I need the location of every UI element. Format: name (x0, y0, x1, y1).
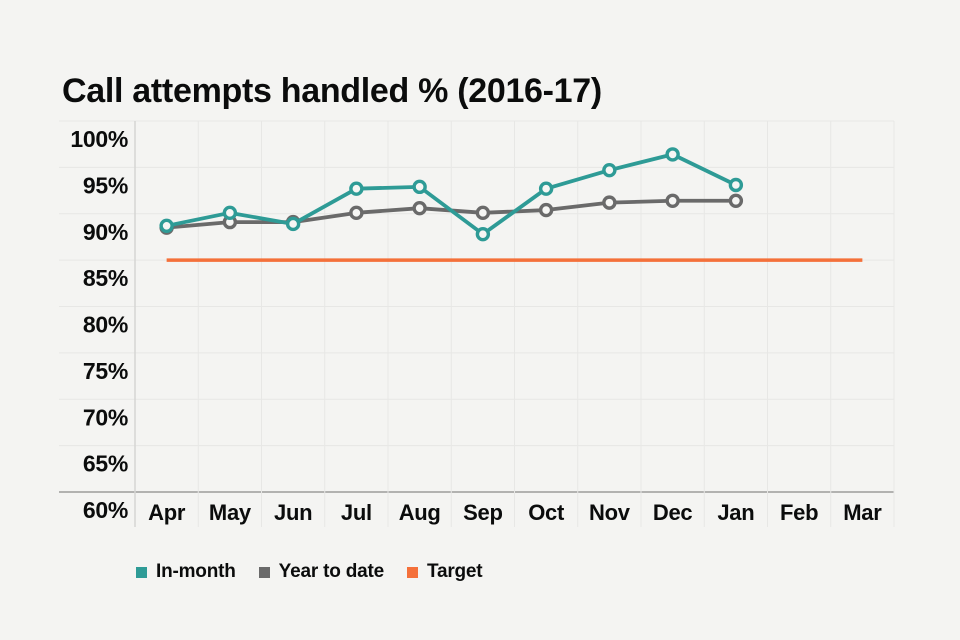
marker-in-month (159, 218, 174, 234)
x-tick-label: Aug (399, 500, 441, 525)
marker-year-to-date (602, 195, 617, 210)
x-tick-label: Feb (780, 500, 818, 525)
x-tick-label: Sep (463, 500, 502, 525)
x-tick-label: Jan (717, 500, 754, 525)
marker-year-to-date (728, 193, 744, 208)
legend-swatch-target (406, 566, 418, 578)
x-tick-label: Oct (528, 500, 565, 525)
legend-label-in-month: In-month (156, 561, 236, 582)
legend-swatch-year-to-date (258, 566, 270, 578)
y-tick-label: 70% (83, 404, 128, 430)
marker-in-month (538, 181, 554, 196)
marker-year-to-date (665, 193, 680, 208)
marker-in-month (475, 226, 491, 242)
y-tick-label: 100% (70, 126, 128, 152)
chart-title: Call attempts handled % (2016-17) (62, 71, 602, 110)
marker-year-to-date (475, 205, 491, 221)
legend-label-year-to-date: Year to date (278, 561, 385, 582)
y-tick-label: 75% (83, 358, 128, 384)
y-tick-label: 65% (83, 451, 128, 477)
marker-in-month (665, 147, 680, 162)
legend-label-target: Target (426, 561, 483, 582)
y-tick-label: 80% (83, 312, 128, 338)
legend-item-year-to-date: Year to date (258, 561, 385, 583)
marker-in-month (222, 205, 238, 221)
marker-in-month (728, 177, 744, 193)
x-tick-label: Mar (843, 500, 882, 525)
x-tick-label: May (209, 500, 252, 525)
x-tick-label: Jul (341, 500, 372, 525)
legend-item-target: Target (406, 561, 483, 583)
legend: In-month Year to date Target (136, 561, 483, 583)
legend-swatch-in-month (136, 566, 147, 578)
marker-in-month (285, 216, 301, 232)
y-tick-label: 85% (83, 265, 128, 291)
x-tick-label: Dec (653, 500, 693, 525)
marker-in-month (602, 162, 617, 178)
marker-in-month (412, 179, 427, 195)
y-tick-label: 60% (83, 497, 128, 523)
marker-year-to-date (349, 205, 364, 221)
legend-item-in-month: In-month (136, 561, 236, 583)
x-tick-label: Nov (589, 500, 631, 525)
marker-year-to-date (538, 202, 554, 218)
x-tick-label: Apr (148, 500, 186, 525)
marker-year-to-date (412, 200, 427, 216)
x-tick-label: Jun (274, 500, 312, 525)
marker-in-month (349, 181, 364, 196)
y-tick-label: 90% (83, 219, 128, 245)
series-line-in-month (164, 152, 738, 237)
y-tick-label: 95% (83, 172, 128, 198)
